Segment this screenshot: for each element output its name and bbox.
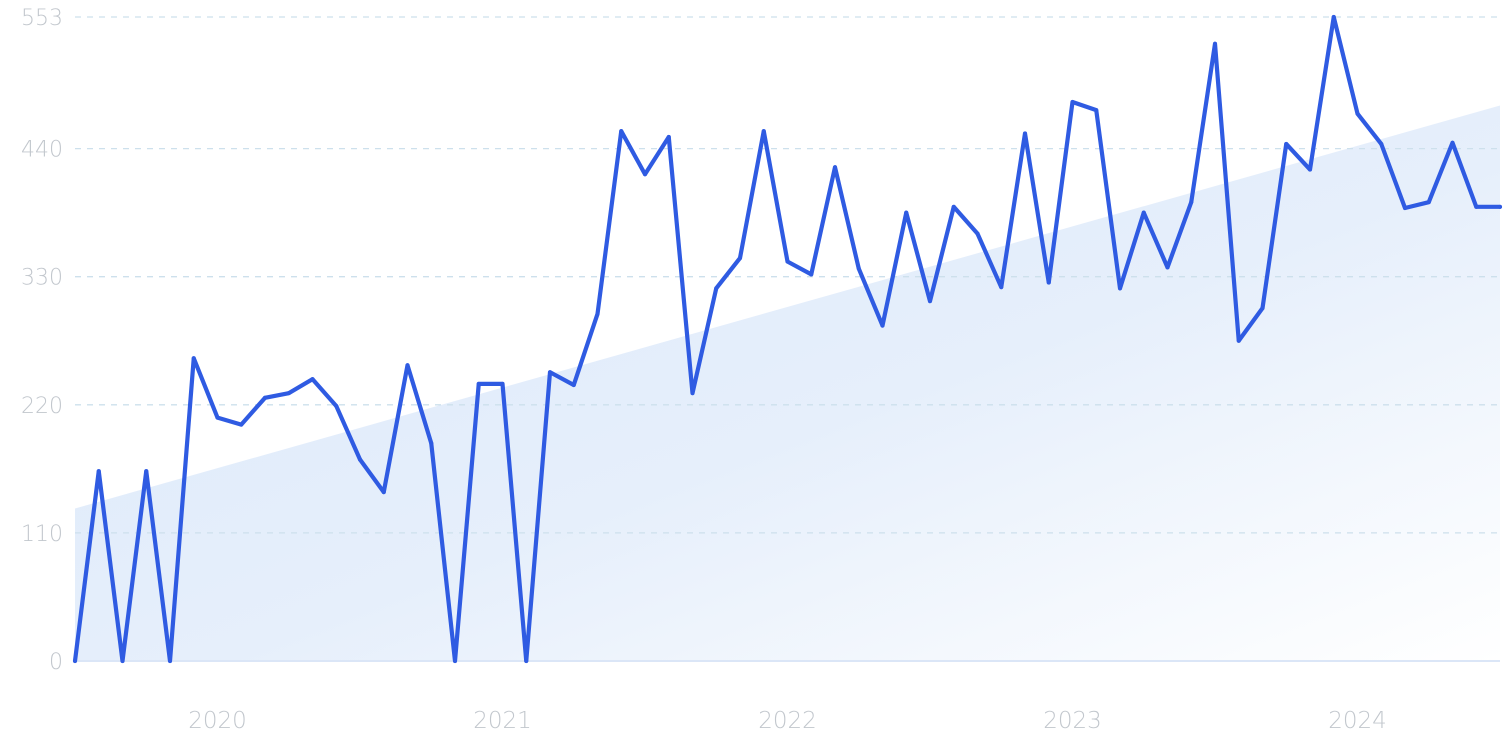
data-point (120, 659, 125, 663)
data-point (833, 165, 837, 170)
data-point (1355, 111, 1360, 116)
data-point (1284, 141, 1289, 146)
data-point (714, 286, 719, 291)
data-point (476, 381, 481, 386)
y-tick-label: 220 (21, 394, 63, 419)
data-point (571, 383, 576, 387)
data-point (1474, 204, 1479, 209)
data-point (1070, 100, 1075, 105)
data-point (666, 134, 671, 139)
data-point (595, 311, 600, 316)
x-tick-label: 2022 (758, 708, 817, 734)
data-point (643, 172, 647, 177)
data-point (1023, 131, 1027, 136)
data-point (738, 256, 742, 261)
data-point (951, 204, 956, 209)
data-point (809, 272, 814, 277)
data-point (1450, 140, 1455, 145)
data-point (429, 441, 434, 446)
y-tick-label: 440 (21, 138, 63, 163)
data-point (856, 266, 861, 271)
x-tick-label: 2024 (1328, 708, 1387, 734)
data-point (1165, 265, 1170, 270)
x-tick-label: 2020 (188, 708, 247, 734)
data-point (690, 391, 695, 396)
data-point (1260, 306, 1265, 311)
data-point (405, 363, 410, 368)
data-point (880, 323, 885, 328)
data-point (928, 299, 932, 304)
y-tick-label: 110 (21, 522, 63, 547)
data-point (500, 381, 505, 386)
data-point (1403, 205, 1407, 210)
data-point (619, 129, 624, 134)
data-point (453, 659, 457, 663)
y-tick-label: 0 (49, 650, 63, 675)
data-point (1213, 41, 1217, 46)
y-tick-label: 553 (21, 6, 63, 31)
x-tick-label: 2023 (1043, 708, 1102, 734)
data-point (1046, 280, 1051, 285)
data-point (975, 231, 980, 236)
data-point (263, 395, 267, 400)
data-point (358, 457, 362, 462)
data-point (215, 415, 220, 420)
x-tick-label: 2021 (473, 708, 532, 734)
data-point (1118, 286, 1122, 291)
data-point (168, 659, 172, 663)
data-point (1426, 200, 1431, 205)
data-point (1094, 108, 1099, 113)
data-point (96, 469, 101, 474)
data-point (1379, 141, 1384, 146)
data-point (785, 259, 790, 264)
data-point (191, 356, 196, 361)
data-point (1498, 204, 1502, 209)
data-point (239, 422, 244, 427)
trend-area (75, 105, 1500, 661)
data-point (548, 370, 552, 375)
data-point (286, 391, 291, 396)
data-point (73, 659, 77, 663)
data-point (1236, 338, 1241, 343)
data-point (1189, 200, 1194, 205)
data-point (761, 129, 766, 134)
data-point (144, 469, 149, 474)
data-point (381, 490, 386, 495)
data-point (1141, 210, 1146, 215)
data-point (999, 285, 1004, 290)
data-point (524, 659, 529, 663)
data-point (1331, 15, 1336, 19)
data-point (310, 377, 315, 382)
data-point (334, 403, 339, 408)
data-point (1308, 167, 1312, 172)
y-tick-label: 330 (21, 266, 63, 291)
data-point (904, 210, 909, 215)
